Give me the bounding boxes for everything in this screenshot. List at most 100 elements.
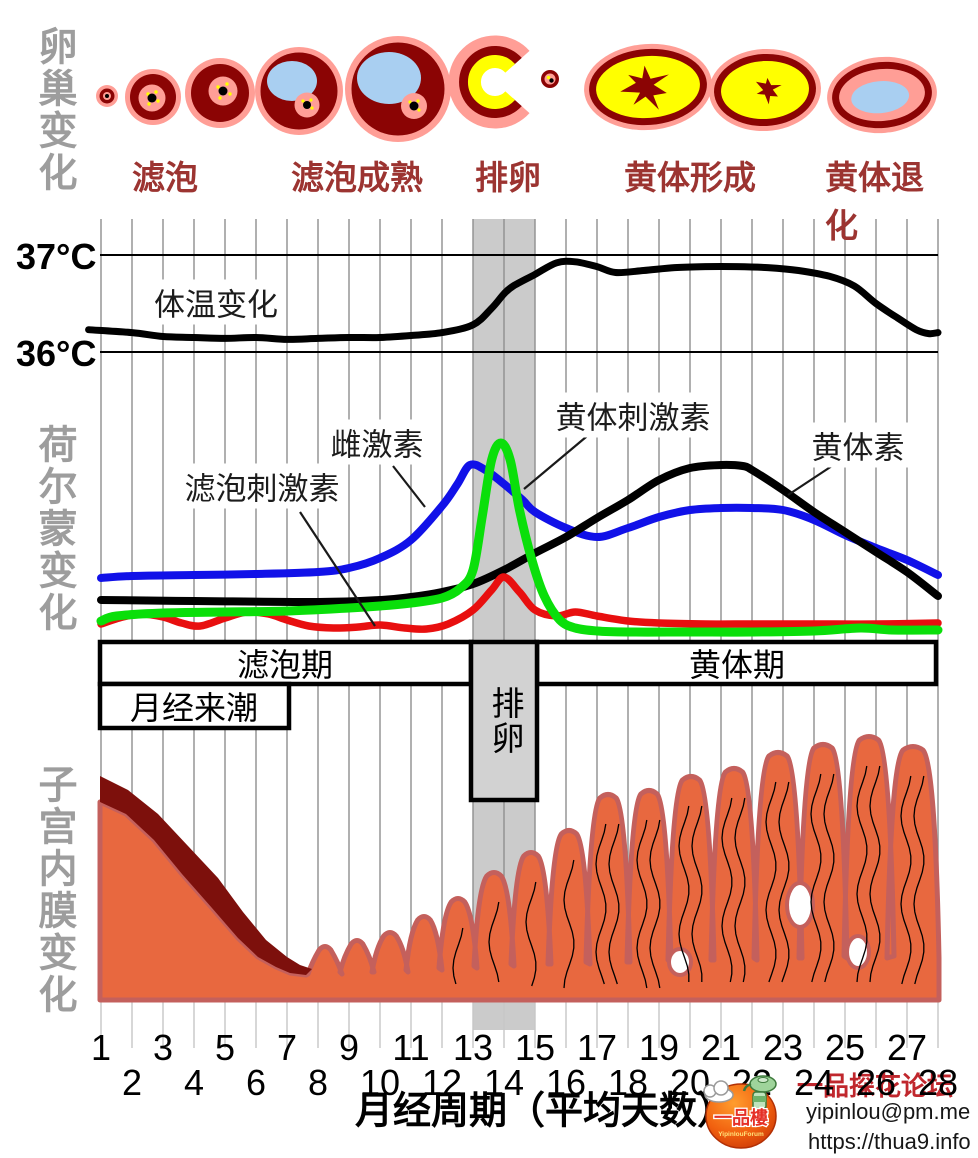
- temp-tick-36c: 36°C: [16, 333, 97, 374]
- x-axis-title: 月经周期（平均天数）: [354, 1090, 736, 1133]
- axis-day-label-27: 27: [886, 1027, 928, 1068]
- gland-squiggle-10-1: [869, 765, 881, 983]
- gland-squiggle-9-1: [823, 773, 835, 983]
- gland-squiggle-9-0: [810, 773, 822, 983]
- progesterone-curve: [97, 460, 942, 607]
- watermark-forum-name: 一品探花论坛: [797, 1071, 954, 1101]
- gland-squiggle-4-0: [595, 823, 607, 985]
- menstrual-shedding-layer: [100, 776, 312, 975]
- gland-squiggle-6-0: [678, 805, 690, 982]
- released-ovum-icon: [541, 70, 559, 88]
- corpus-luteum-forming-icon: [584, 43, 712, 131]
- temperature-reference-lines: [100, 254, 938, 353]
- label-pointer-lines: [299, 431, 839, 627]
- gland-squiggle-4-1: [608, 823, 620, 985]
- axis-day-label-12: 12: [421, 1062, 463, 1103]
- axis-day-label-10: 10: [359, 1062, 401, 1103]
- ovulation-phase-label: 排卵: [486, 686, 522, 756]
- axis-day-label-5: 5: [214, 1027, 236, 1068]
- section-label-endometrium: 子宫内膜变化: [33, 764, 76, 1016]
- luteal-phase-label: 黄体期: [688, 647, 786, 683]
- stage-label-follicle: 滤泡: [132, 159, 198, 196]
- estrogen-curve: [97, 460, 942, 582]
- endometrium-shape: [97, 734, 942, 1003]
- teapot-icon: [742, 1075, 777, 1110]
- cloud-icon: [703, 1080, 734, 1103]
- gland-squiggle-6-1: [691, 805, 703, 982]
- endometrium-illustration: [97, 734, 942, 1003]
- ovary-illustrations: [96, 35, 937, 142]
- logo-badge-text: 一品樓: [714, 1107, 768, 1128]
- axis-day-label-24: 24: [793, 1062, 835, 1103]
- endometrium-lacuna-2: [667, 947, 693, 977]
- axis-day-label-26: 26: [855, 1062, 897, 1103]
- lh-label: 黄体刺激素: [551, 392, 715, 438]
- axis-day-label-8: 8: [307, 1062, 329, 1103]
- luteal-phase-box: [534, 639, 939, 687]
- gland-squiggle-0-0: [452, 927, 464, 985]
- axis-day-label-18: 18: [607, 1062, 649, 1103]
- stage-label-ovulation: 排卵: [475, 159, 541, 196]
- follicle-antral-icon: [255, 47, 343, 135]
- forum-logo: 一品樓 YipinlouForum: [703, 1075, 777, 1149]
- gland-squiggle-11-0: [900, 775, 912, 985]
- temp-tick-37c: 37°C: [16, 236, 97, 277]
- section-label-hormone: 荷尔蒙变化: [33, 424, 76, 634]
- corpus-luteum-icon: [709, 48, 821, 132]
- gland-squiggle-2-0: [525, 881, 537, 987]
- axis-day-label-23: 23: [762, 1027, 804, 1068]
- follicle-primary-icon: [125, 69, 181, 125]
- axis-day-label-13: 13: [452, 1027, 494, 1068]
- axis-day-label-19: 19: [638, 1027, 680, 1068]
- stage-label-follicle-mature: 滤泡成熟: [291, 159, 423, 196]
- lh-curve: [96, 438, 943, 637]
- axis-day-label-16: 16: [545, 1062, 587, 1103]
- follicle-primordial-icon: [96, 85, 118, 107]
- endometrium-lacuna-0: [785, 881, 815, 929]
- curves-layer: [85, 257, 943, 637]
- axis-day-label-3: 3: [152, 1027, 174, 1068]
- follicular-phase-box: [97, 639, 474, 687]
- watermark-url: https://thua9.info: [808, 1129, 971, 1154]
- gland-squiggle-1-0: [488, 901, 500, 983]
- gland-squiggle-11-1: [913, 775, 925, 985]
- progesterone-label: 黄体素: [807, 422, 909, 468]
- corpus-albicans-icon: [827, 56, 937, 134]
- section-label-ovary: 卵巢变化: [33, 26, 76, 194]
- gland-squiggle-8-0: [765, 781, 777, 983]
- axis-day-label-7: 7: [276, 1027, 298, 1068]
- estrogen-pointer-line: [392, 465, 426, 508]
- fsh-label: 滤泡刺激素: [180, 463, 344, 509]
- menses-box: [97, 681, 292, 731]
- lh-pointer-line: [523, 431, 593, 490]
- axis-day-label-2: 2: [121, 1062, 143, 1103]
- axis-day-label-14: 14: [483, 1062, 525, 1103]
- watermark-email: yipinlou@pm.me: [806, 1099, 971, 1124]
- stage-label-luteum-regress: 黄体退化: [825, 159, 924, 244]
- axis-day-label-9: 9: [338, 1027, 360, 1068]
- gland-squiggle-3-0: [563, 859, 575, 989]
- axis-day-label-17: 17: [576, 1027, 618, 1068]
- temperature-curve-label: 体温变化: [150, 279, 282, 325]
- ovulation-box: [468, 639, 540, 803]
- axis-day-label-6: 6: [245, 1062, 267, 1103]
- estrogen-label: 雌激素: [326, 419, 428, 465]
- axis-day-label-11: 11: [392, 1027, 430, 1068]
- axis-day-label-15: 15: [514, 1027, 556, 1068]
- logo-badge-subtext: YipinlouForum: [718, 1131, 764, 1138]
- progesterone-pointer-line: [787, 461, 839, 496]
- endometrium-lacuna-1: [845, 934, 871, 970]
- axis-day-label-1: 1: [90, 1027, 112, 1068]
- gland-squiggle-10-0: [856, 765, 868, 983]
- axis-day-label-25: 25: [824, 1027, 866, 1068]
- follicle-secondary-icon: [185, 58, 255, 128]
- axis-day-label-28: 28: [917, 1062, 959, 1103]
- gland-squiggle-5-1: [649, 819, 661, 989]
- axis-day-label-4: 4: [183, 1062, 205, 1103]
- gland-squiggle-7-1: [734, 797, 746, 983]
- gland-squiggle-5-0: [636, 819, 648, 989]
- menses-label: 月经来潮: [129, 690, 259, 726]
- gland-squiggle-7-0: [721, 797, 733, 983]
